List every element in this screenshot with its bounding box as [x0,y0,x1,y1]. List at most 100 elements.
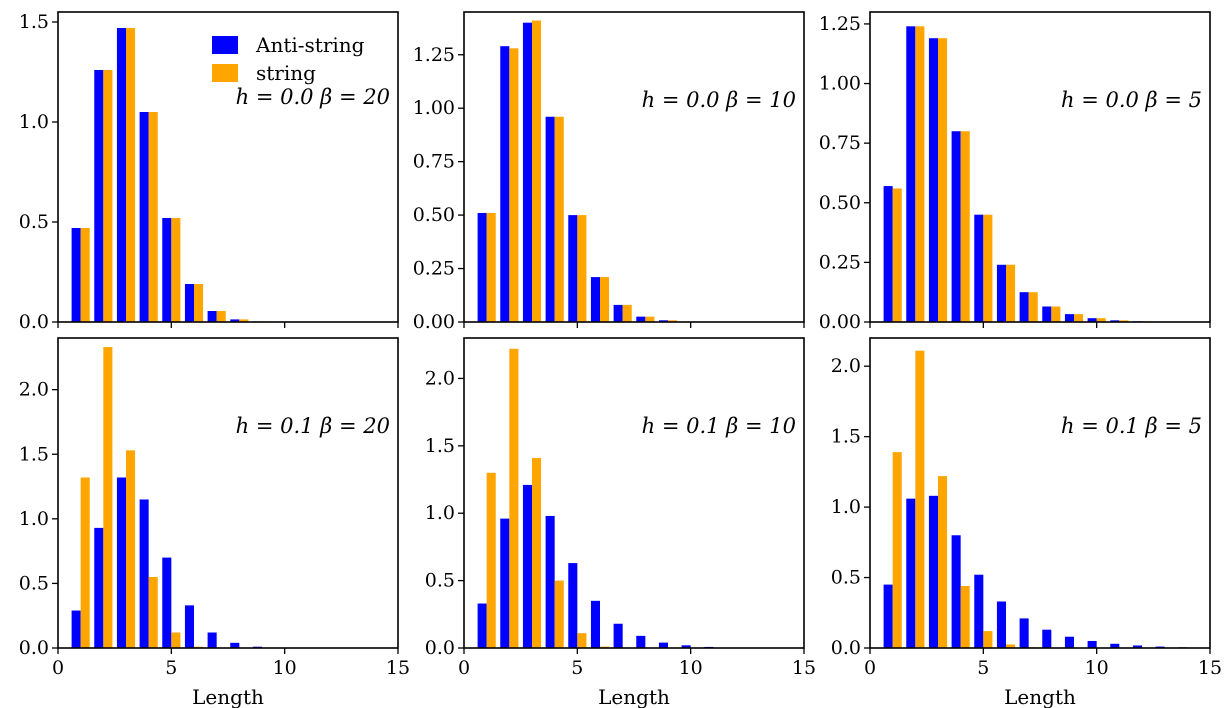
x-tick-label: 10 [1085,657,1109,679]
x-tick-label: 15 [1198,657,1222,679]
bar-anti-string [1087,318,1097,322]
bar-string [1006,644,1016,648]
bar-string [103,347,113,648]
bar-string [983,214,993,322]
x-axis-label: Length [1004,685,1076,708]
bar-string [1006,264,1016,322]
y-tick-label: 1.0 [19,111,49,133]
bar-string [126,28,136,322]
panel-annotation: h = 0.1 β = 5 [1061,414,1202,438]
legend-swatch [212,64,238,82]
bar-anti-string [545,116,555,322]
x-tick-label: 10 [273,657,297,679]
bar-anti-string [207,632,217,648]
y-tick-label: 0.50 [413,204,455,226]
bar-string [1028,292,1038,322]
bar-anti-string [162,557,172,648]
bar-anti-string [1042,306,1052,322]
y-tick-label: 0.75 [819,132,861,154]
bar-string [892,188,902,322]
y-tick-label: 0.00 [413,311,455,333]
y-tick-label: 1.25 [413,44,455,66]
bar-anti-string [1064,636,1074,648]
y-tick-label: 1.5 [19,11,49,33]
bar-anti-string [883,584,893,648]
legend-label: Anti-string [255,33,365,57]
x-tick-label: 5 [165,657,177,679]
bar-string [554,580,564,648]
bar-anti-string [71,610,81,648]
bar-anti-string [162,218,172,322]
panel-annotation: h = 0.1 β = 10 [642,414,796,438]
bar-anti-string [636,635,646,648]
bar-anti-string [974,214,984,322]
bar-anti-string [1110,320,1120,322]
axes-frame [463,11,805,323]
bar-string [938,38,948,322]
x-tick-label: 0 [458,657,470,679]
bar-string [554,116,564,322]
y-tick-label: 0.75 [413,151,455,173]
bar-anti-string [613,304,623,322]
panel-3: 0.0 0.5 1.0 1.5 2.0 0 5 10 15 h = 0.1 β = 20 Lengt… [19,337,410,708]
x-axis-label: Length [192,685,264,708]
y-tick-label: 0.5 [425,570,455,592]
panel-4: 0.0 0.5 1.0 1.5 2.0 0 5 10 15 h = 0.1 β = 10 Lengt… [425,337,816,708]
bar-string [645,316,655,322]
bar-anti-string [116,477,126,648]
bar-string [171,218,181,322]
bar-anti-string [568,563,578,648]
bar-anti-string [883,186,893,322]
x-tick-label: 0 [864,657,876,679]
x-tick-label: 10 [679,657,703,679]
bar-string [892,452,902,648]
x-tick-label: 0 [52,657,64,679]
bar-anti-string [184,605,194,648]
bar-anti-string [1132,645,1142,648]
bar-string [103,70,113,322]
bar-anti-string [545,515,555,648]
y-tick-label: 1.0 [19,508,49,530]
bar-string [509,48,519,323]
y-tick-label: 1.00 [413,97,455,119]
axes-frame [869,337,1211,649]
bar-string [938,476,948,648]
bar-string [486,472,496,648]
bar-anti-string [951,535,961,648]
bar-anti-string [928,38,938,322]
bar-anti-string [139,499,149,648]
bar-anti-string [996,601,1006,648]
bar-anti-string [1087,640,1097,648]
bar-anti-string [906,498,916,648]
legend-label: string [256,61,316,85]
axes-frame [463,337,805,649]
x-tick-label: 5 [977,657,989,679]
y-tick-label: 0.0 [831,637,861,659]
bar-anti-string [139,112,149,322]
x-tick-label: 5 [571,657,583,679]
y-tick-label: 1.0 [425,502,455,524]
bar-string [983,631,993,648]
bar-anti-string [681,645,691,648]
panel-1: 0.00 0.25 0.50 0.75 1.00 1.25 h = 0.0 β = 10 [413,11,805,333]
panel-annotation: h = 0.0 β = 10 [642,88,796,112]
y-tick-label: 2.0 [19,379,49,401]
y-tick-label: 0.0 [425,637,455,659]
y-tick-label: 2.0 [831,355,861,377]
bar-anti-string [1019,292,1029,322]
y-tick-label: 0.00 [819,311,861,333]
y-tick-label: 0.25 [819,251,861,273]
bar-anti-string [974,574,984,648]
bar-string [577,633,587,648]
axes-frame [57,337,399,649]
bar-anti-string [207,311,217,322]
bar-string [80,477,90,648]
panel-annotation: h = 0.1 β = 20 [236,414,390,438]
bar-string [486,212,496,322]
bar-string [1119,320,1129,322]
bar-anti-string [116,28,126,322]
bar-string [171,632,181,648]
y-tick-label: 0.0 [19,637,49,659]
bar-string [668,320,678,322]
x-tick-label: 15 [792,657,816,679]
